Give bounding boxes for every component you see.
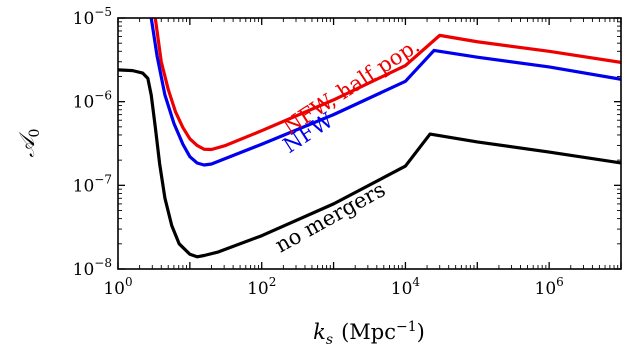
y-tick-label: 10−7 <box>73 172 112 196</box>
x-axis-label-main: k <box>313 320 326 344</box>
plot-frame <box>117 17 622 270</box>
y-tick-labels: 10−8 10−7 10−6 10−5 <box>73 5 112 280</box>
x-axis-label-unit-exponent: −1 <box>396 319 417 335</box>
y-tick-label: 10−5 <box>73 5 112 29</box>
x-tick-label: 106 <box>535 275 564 299</box>
y-tick-label: 10−8 <box>73 256 112 280</box>
series-layer <box>118 18 621 259</box>
series-line-0 <box>153 18 621 152</box>
x-axis-label-sub: s <box>326 332 333 347</box>
y-axis-label: 𝒜0 <box>15 129 43 158</box>
x-tick-label: 102 <box>247 275 276 299</box>
y-tick-label: 10−6 <box>73 89 112 113</box>
x-tick-label: 104 <box>391 275 421 299</box>
x-tick-labels: 100 102 104 106 <box>103 275 563 299</box>
curve-label-2: no mergers <box>271 177 389 257</box>
x-axis-label: ks (Mpc−1) <box>313 319 425 347</box>
x-axis-label-unit-close: ) <box>417 320 425 344</box>
y-axis-label-sub: 0 <box>27 129 43 138</box>
x-tick-label: 100 <box>103 275 132 299</box>
x-axis-label-unit: (Mpc <box>341 320 396 344</box>
series-line-1 <box>149 18 621 167</box>
series-line-2 <box>118 68 621 259</box>
